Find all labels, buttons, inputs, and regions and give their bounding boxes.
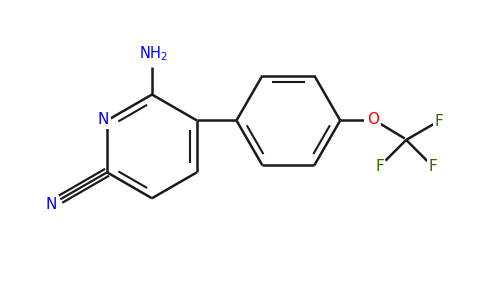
Text: F: F xyxy=(375,159,384,174)
Text: N: N xyxy=(97,112,108,127)
Text: NH$_2$: NH$_2$ xyxy=(139,44,168,63)
Text: F: F xyxy=(434,114,443,129)
Text: F: F xyxy=(428,159,437,174)
Text: O: O xyxy=(367,112,378,127)
Text: N: N xyxy=(45,197,57,212)
